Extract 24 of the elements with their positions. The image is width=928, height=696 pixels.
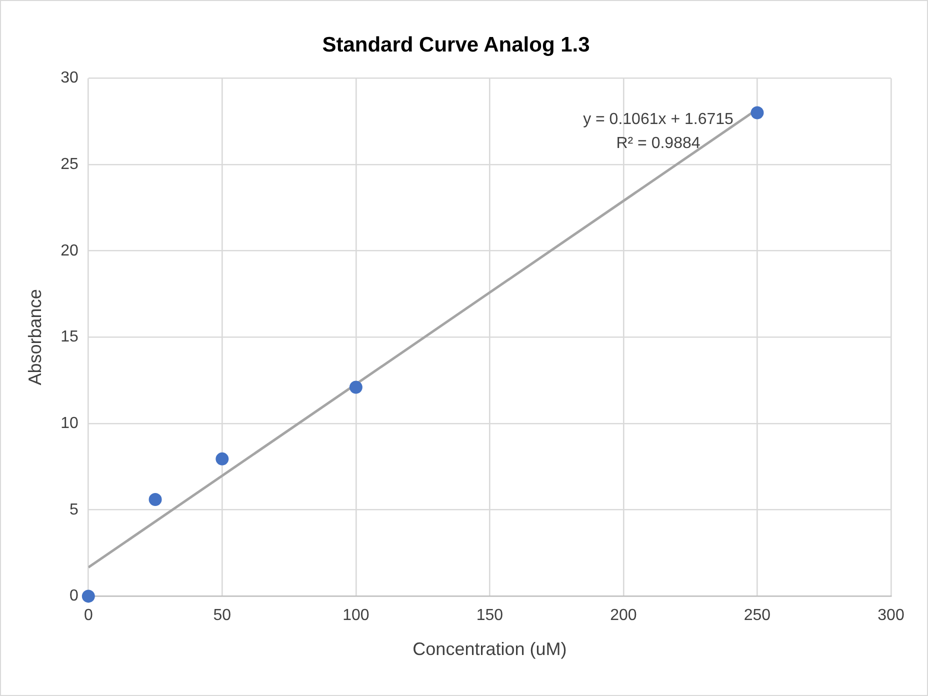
point bbox=[148, 493, 162, 506]
chart-title: Standard Curve Analog 1.3 bbox=[322, 33, 590, 56]
x-tick-label: 250 bbox=[744, 607, 771, 624]
y-axis-title: Absorbance bbox=[24, 289, 45, 386]
point bbox=[349, 380, 362, 394]
y-tick-label: 5 bbox=[69, 501, 78, 518]
point bbox=[750, 106, 764, 120]
x-tick-label: 0 bbox=[84, 607, 93, 624]
point bbox=[216, 452, 229, 466]
y-tick-label: 30 bbox=[60, 70, 78, 87]
x-tick-label: 100 bbox=[342, 607, 370, 624]
x-tick-label: 300 bbox=[878, 607, 904, 624]
y-tick-label: 20 bbox=[60, 242, 78, 260]
x-axis-title: Concentration (uM) bbox=[412, 639, 567, 660]
y-tick-label: 10 bbox=[60, 414, 78, 432]
annotation: R² = 0.9884 bbox=[616, 135, 700, 152]
x-tick-label: 200 bbox=[610, 607, 637, 624]
point bbox=[82, 590, 95, 603]
annotation: y = 0.1061x + 1.6715 bbox=[583, 111, 734, 128]
y-tick-label: 0 bbox=[69, 588, 78, 605]
x-tick-label: 150 bbox=[476, 607, 504, 624]
y-tick-label: 15 bbox=[60, 328, 78, 346]
y-tick-label: 25 bbox=[60, 156, 78, 173]
x-tick-label: 50 bbox=[213, 607, 232, 624]
